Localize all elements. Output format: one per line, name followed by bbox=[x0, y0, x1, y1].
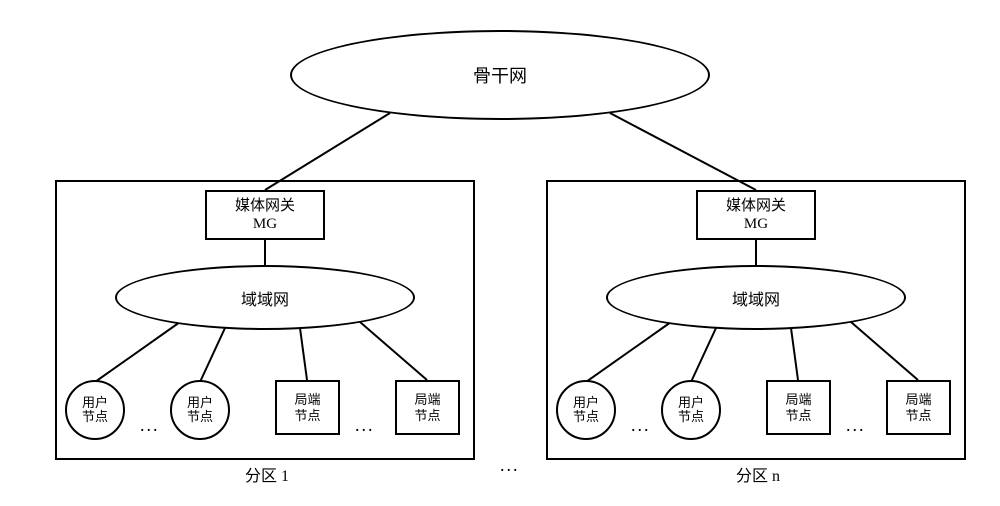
man-label: 域域网 bbox=[241, 286, 289, 310]
zone-label: 分区 n bbox=[736, 462, 780, 486]
leaf-line1: 用户 bbox=[573, 396, 599, 410]
zone-label: 分区 1 bbox=[245, 462, 289, 486]
leaf-line1: 用户 bbox=[678, 396, 704, 410]
dots-between-leaves: ... bbox=[631, 415, 651, 436]
leaf-line2: 节点 bbox=[573, 410, 599, 424]
leaf-line1: 局端 bbox=[414, 392, 440, 408]
man-label: 域域网 bbox=[732, 286, 780, 310]
user-node: 用户节点 bbox=[170, 380, 230, 440]
leaf-line2: 节点 bbox=[905, 408, 931, 424]
dots-between-leaves: ... bbox=[846, 415, 866, 436]
media-gateway-node: 媒体网关MG bbox=[205, 190, 325, 240]
leaf-line1: 局端 bbox=[905, 392, 931, 408]
user-node: 用户节点 bbox=[661, 380, 721, 440]
leaf-line2: 节点 bbox=[187, 410, 213, 424]
leaf-line2: 节点 bbox=[414, 408, 440, 424]
backbone-node: 骨干网 bbox=[290, 30, 710, 120]
leaf-line1: 局端 bbox=[294, 392, 320, 408]
dots-between-zones: ... bbox=[500, 455, 520, 476]
media-gateway-node: 媒体网关MG bbox=[696, 190, 816, 240]
man-node: 域域网 bbox=[606, 265, 906, 330]
backbone-label: 骨干网 bbox=[473, 62, 527, 88]
leaf-line1: 局端 bbox=[785, 392, 811, 408]
media-gateway-line2: MG bbox=[253, 215, 277, 233]
leaf-line1: 用户 bbox=[187, 396, 213, 410]
media-gateway-line1: 媒体网关 bbox=[235, 197, 295, 215]
media-gateway-line1: 媒体网关 bbox=[726, 197, 786, 215]
user-node: 用户节点 bbox=[556, 380, 616, 440]
media-gateway-line2: MG bbox=[744, 215, 768, 233]
dots-between-leaves: ... bbox=[355, 415, 375, 436]
office-node: 局端节点 bbox=[395, 380, 460, 435]
office-node: 局端节点 bbox=[766, 380, 831, 435]
leaf-line2: 节点 bbox=[294, 408, 320, 424]
user-node: 用户节点 bbox=[65, 380, 125, 440]
office-node: 局端节点 bbox=[275, 380, 340, 435]
leaf-line2: 节点 bbox=[785, 408, 811, 424]
dots-between-leaves: ... bbox=[140, 415, 160, 436]
leaf-line1: 用户 bbox=[82, 396, 108, 410]
leaf-line2: 节点 bbox=[82, 410, 108, 424]
leaf-line2: 节点 bbox=[678, 410, 704, 424]
man-node: 域域网 bbox=[115, 265, 415, 330]
office-node: 局端节点 bbox=[886, 380, 951, 435]
